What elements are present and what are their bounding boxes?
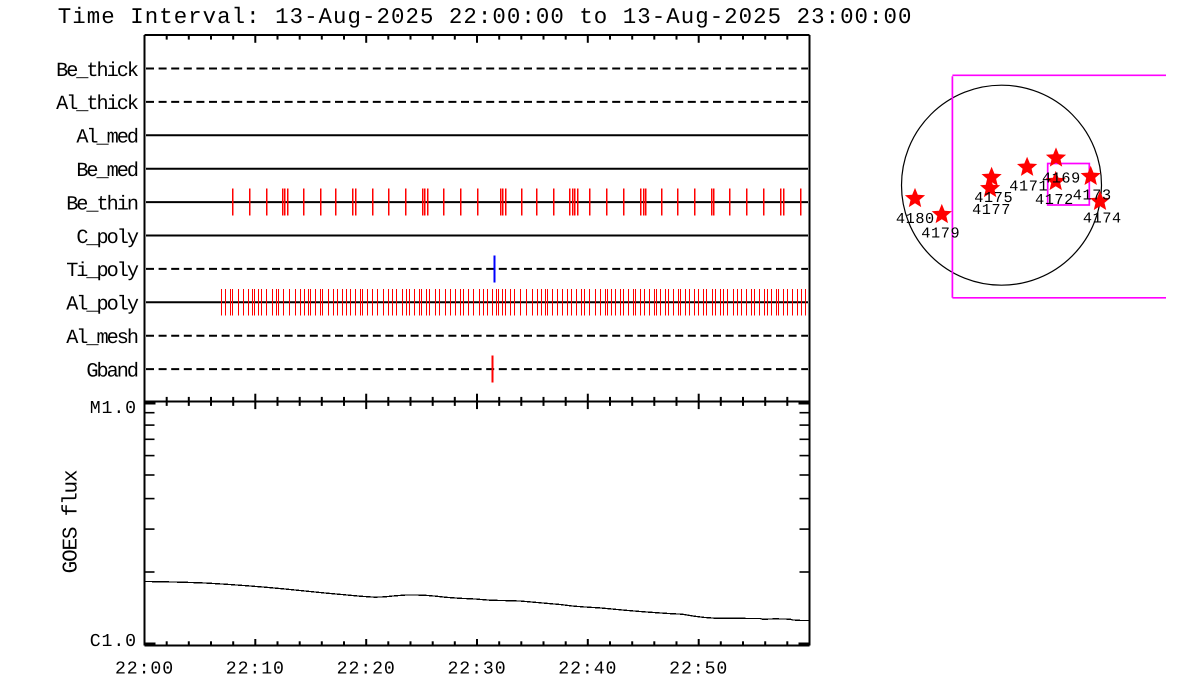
svg-text:4180: 4180 xyxy=(896,210,935,228)
svg-text:Al_thick: Al_thick xyxy=(56,93,139,116)
svg-text:22:50: 22:50 xyxy=(669,660,728,680)
svg-text:Al_mesh: Al_mesh xyxy=(66,327,138,350)
svg-text:4171: 4171 xyxy=(1009,178,1048,196)
svg-text:Al_med: Al_med xyxy=(76,127,138,150)
svg-text:4173: 4173 xyxy=(1073,187,1112,205)
svg-text:22:10: 22:10 xyxy=(226,660,285,680)
svg-text:4172: 4172 xyxy=(1035,191,1074,209)
svg-text:Be_thick: Be_thick xyxy=(56,60,139,83)
svg-text:Ti_poly: Ti_poly xyxy=(66,260,139,283)
svg-text:22:20: 22:20 xyxy=(337,660,396,680)
svg-text:4179: 4179 xyxy=(921,225,960,243)
svg-text:Al_poly: Al_poly xyxy=(66,294,139,317)
svg-text:C_poly: C_poly xyxy=(76,227,139,250)
svg-text:Time Interval: 13-Aug-2025 22:: Time Interval: 13-Aug-2025 22:00:00 to 1… xyxy=(58,4,913,30)
svg-text:4169: 4169 xyxy=(1042,170,1081,188)
svg-text:22:30: 22:30 xyxy=(447,660,506,680)
svg-text:GOES flux: GOES flux xyxy=(60,470,83,573)
svg-text:C1.0: C1.0 xyxy=(90,632,137,652)
svg-text:Be_med: Be_med xyxy=(76,160,138,183)
svg-text:4175: 4175 xyxy=(974,189,1013,207)
svg-text:Be_thin: Be_thin xyxy=(66,193,138,216)
svg-text:4174: 4174 xyxy=(1083,210,1122,228)
svg-text:4177: 4177 xyxy=(972,201,1011,219)
svg-text:Gband: Gband xyxy=(86,360,137,383)
svg-text:M1.0: M1.0 xyxy=(90,399,137,419)
svg-text:22:40: 22:40 xyxy=(558,660,617,680)
svg-text:22:00: 22:00 xyxy=(115,660,174,680)
